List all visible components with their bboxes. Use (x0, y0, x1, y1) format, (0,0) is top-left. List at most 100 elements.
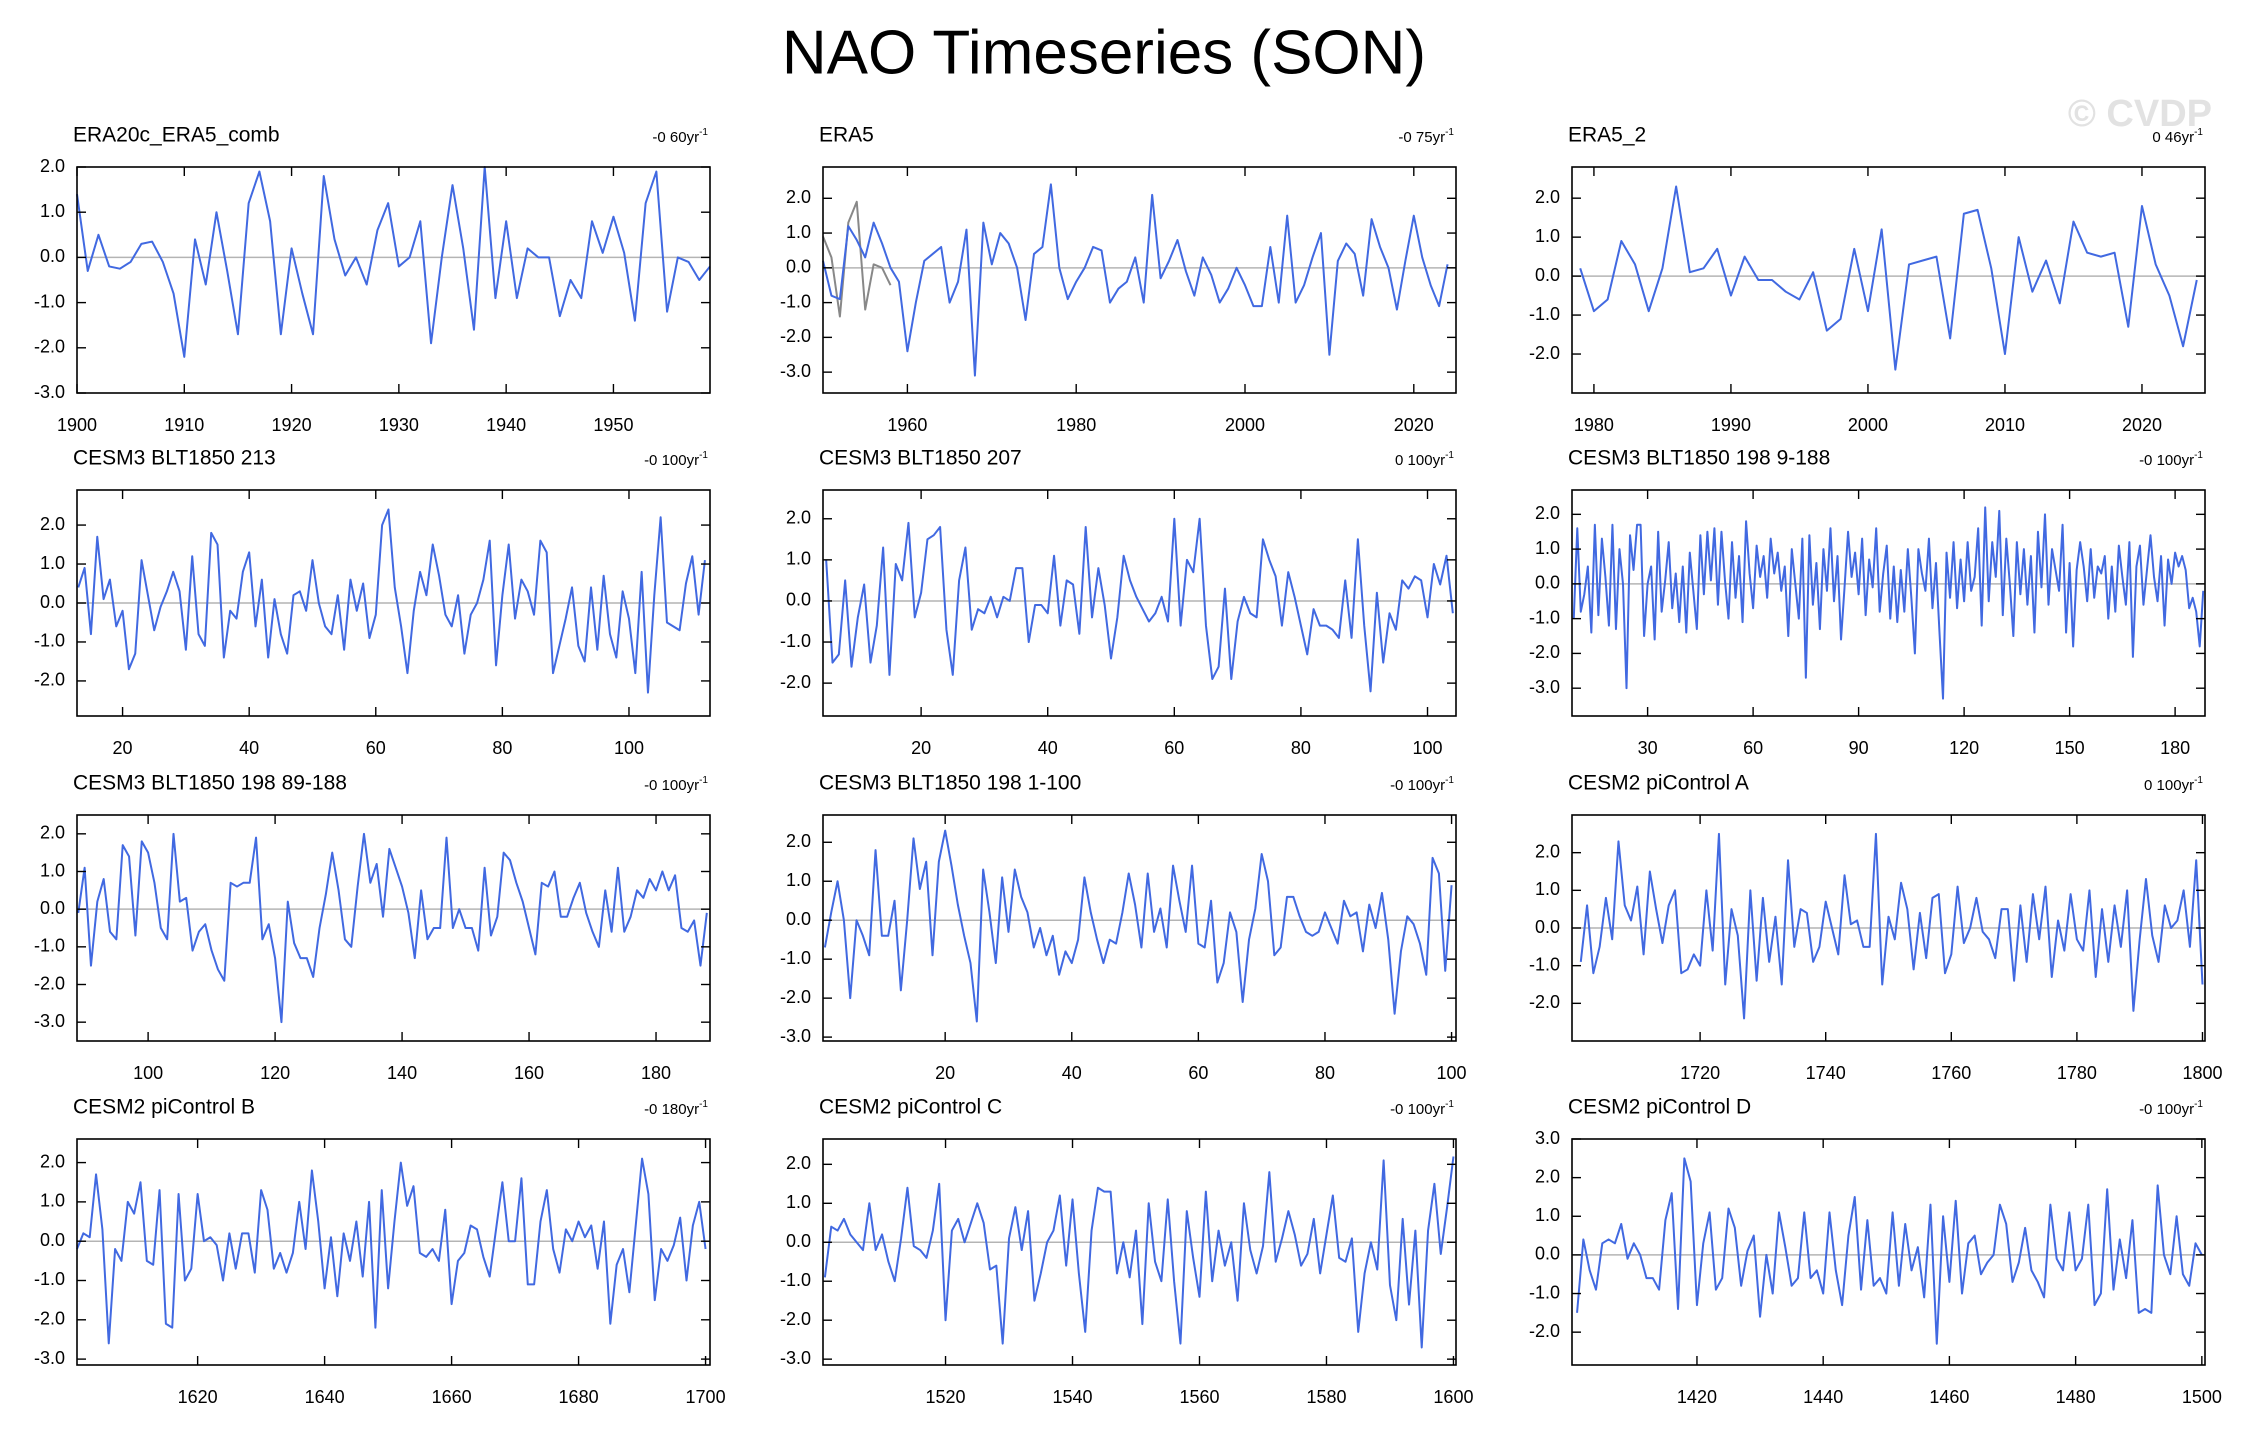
y-tick-label: -1.0 (1529, 954, 1560, 974)
y-tick-label: 1.0 (1535, 226, 1560, 246)
trend-label: -0 180yr-1 (644, 1099, 708, 1118)
x-tick-label: 100 (614, 738, 644, 758)
y-tick-label: -2.0 (780, 987, 811, 1007)
y-tick-label: -2.0 (780, 672, 811, 692)
panel-title: CESM3 BLT1850 198 9-188 (1568, 447, 1830, 470)
x-tick-label: 1660 (432, 1387, 472, 1407)
panel-title: CESM2 piControl C (819, 1096, 1002, 1119)
y-tick-label: 2.0 (40, 823, 65, 843)
x-tick-label: 1420 (1677, 1387, 1717, 1407)
y-tick-label: 1.0 (1535, 879, 1560, 899)
x-tick-label: 1980 (1574, 415, 1614, 435)
y-tick-label: -3.0 (780, 1026, 811, 1046)
panel: -3.0 -2.0 -1.0 0.0 1.0 2.0 20 40 60 80 100 CESM3 BL… (780, 772, 1467, 1083)
trend-value: -0 180yr (644, 1101, 699, 1118)
y-tick-label: 1.0 (40, 1191, 65, 1211)
x-tick-label: 1440 (1803, 1387, 1843, 1407)
y-tick-label: -2.0 (1529, 343, 1560, 363)
y-tick-label: -1.0 (34, 1269, 65, 1289)
x-tick-label: 30 (1638, 738, 1658, 758)
series-line (1579, 832, 2204, 1020)
trend-value: -0 75yr (1398, 129, 1445, 146)
series-line (1576, 1157, 2203, 1345)
x-tick-label: 60 (366, 738, 386, 758)
panel: -3.0 -2.0 -1.0 0.0 1.0 2.0 30 60 90 120 150 180 CESM… (1529, 447, 2206, 758)
series-line (822, 183, 1449, 377)
x-tick-label: 1480 (2056, 1387, 2096, 1407)
x-tick-label: 1700 (686, 1387, 726, 1407)
trend-label: 0 100yr-1 (1395, 450, 1454, 469)
y-tick-label: 0.0 (786, 590, 811, 610)
x-tick-label: 90 (1849, 738, 1869, 758)
y-tick-label: -2.0 (34, 973, 65, 993)
x-tick-label: 1910 (164, 415, 204, 435)
y-tick-label: 2.0 (786, 1153, 811, 1173)
y-tick-label: -3.0 (780, 1348, 811, 1368)
trend-label: 0 46yr-1 (2152, 127, 2203, 146)
trend-label: -0 100yr-1 (1390, 775, 1454, 794)
y-tick-label: -1.0 (34, 936, 65, 956)
trend-exponent: -1 (1445, 775, 1454, 786)
y-tick-label: 2.0 (786, 508, 811, 528)
x-tick-label: 80 (492, 738, 512, 758)
y-tick-label: 1.0 (40, 553, 65, 573)
y-tick-label: -1.0 (34, 631, 65, 651)
x-tick-label: 1760 (1931, 1063, 1971, 1083)
panel-title: CESM2 piControl B (73, 1096, 255, 1119)
trend-value: -0 100yr (644, 452, 699, 469)
x-tick-label: 60 (1743, 738, 1763, 758)
x-tick-label: 100 (1412, 738, 1442, 758)
trend-label: -0 100yr-1 (644, 450, 708, 469)
trend-exponent: -1 (699, 450, 708, 461)
x-tick-label: 2000 (1848, 415, 1888, 435)
trend-label: -0 60yr-1 (652, 127, 708, 146)
panel-title: ERA20c_ERA5_comb (73, 124, 280, 147)
panel-title: CESM2 piControl A (1568, 772, 1749, 795)
y-tick-label: 2.0 (786, 187, 811, 207)
trend-value: -0 100yr (644, 777, 699, 794)
series-line (76, 1157, 707, 1345)
x-tick-label: 2020 (2122, 415, 2162, 435)
series-line (77, 832, 708, 1024)
y-tick-label: 0.0 (1535, 573, 1560, 593)
panel-title: ERA5_2 (1568, 124, 1646, 147)
y-tick-label: 1.0 (786, 1192, 811, 1212)
series-line (825, 517, 1454, 693)
y-tick-label: 2.0 (786, 831, 811, 851)
y-tick-label: -2.0 (1529, 642, 1560, 662)
y-tick-label: 1.0 (786, 549, 811, 569)
plot-frame (822, 1138, 1457, 1366)
y-tick-label: -1.0 (780, 291, 811, 311)
watermark: © CVDP (2068, 93, 2212, 135)
y-tick-label: -2.0 (34, 1309, 65, 1329)
trend-value: 0 100yr (1395, 452, 1445, 469)
x-tick-label: 1960 (887, 415, 927, 435)
series-line (823, 829, 1453, 1023)
x-tick-label: 1800 (2182, 1063, 2222, 1083)
x-tick-label: 150 (2055, 738, 2085, 758)
y-tick-label: 0.0 (786, 909, 811, 929)
trend-label: -0 100yr-1 (1390, 1099, 1454, 1118)
trend-label: -0 100yr-1 (2139, 1099, 2203, 1118)
y-tick-label: -1.0 (780, 948, 811, 968)
trend-exponent: -1 (699, 127, 708, 138)
x-tick-label: 2020 (1394, 415, 1434, 435)
trend-exponent: -1 (2194, 450, 2203, 461)
panel-title: CESM3 BLT1850 213 (73, 447, 276, 470)
plot-frame (822, 489, 1457, 717)
trend-exponent: -1 (2194, 1099, 2203, 1110)
x-tick-label: 180 (641, 1063, 671, 1083)
x-tick-label: 1740 (1806, 1063, 1846, 1083)
trend-exponent: -1 (1445, 1099, 1454, 1110)
x-tick-label: 1540 (1052, 1387, 1092, 1407)
series-line (823, 1156, 1455, 1349)
x-tick-label: 1900 (57, 415, 97, 435)
panel-title: CESM3 BLT1850 198 89-188 (73, 772, 347, 795)
trend-exponent: -1 (699, 775, 708, 786)
y-tick-label: 0.0 (786, 1231, 811, 1251)
y-tick-label: -2.0 (780, 326, 811, 346)
plot-frame (76, 814, 711, 1042)
plot-frame (1571, 489, 2206, 717)
y-tick-label: 2.0 (1535, 187, 1560, 207)
